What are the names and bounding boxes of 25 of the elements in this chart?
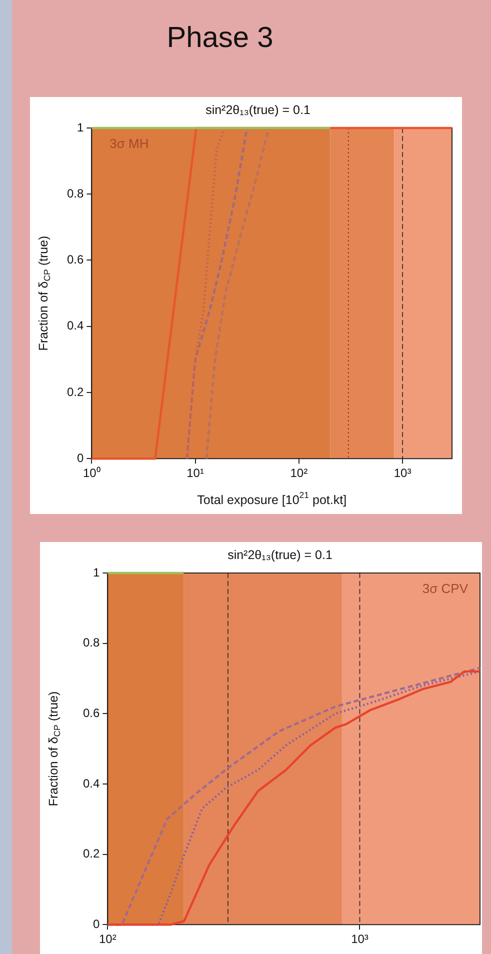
y-tick-label: 0 bbox=[76, 450, 84, 465]
y-tick-label: 1 bbox=[76, 120, 84, 134]
x-tick-label: 10³ bbox=[394, 466, 412, 480]
y-tick-label: 0 bbox=[92, 916, 100, 931]
annotation: 3σ MH bbox=[110, 136, 149, 152]
x-tick-label: 10² bbox=[99, 932, 116, 946]
y-axis-title: Fraction of δCP (true) bbox=[46, 691, 62, 806]
y-axis-title: Fraction of δCP (true) bbox=[36, 236, 52, 351]
chart-subtitle: sin²2θ₁₃(true) = 0.1 bbox=[206, 102, 310, 117]
x-tick-label: 10⁰ bbox=[83, 466, 100, 480]
y-tick-label: 0.4 bbox=[82, 776, 100, 790]
y-tick-label: 0.4 bbox=[66, 318, 84, 333]
y-tick-label: 0.6 bbox=[66, 252, 84, 267]
y-tick-label: 0.2 bbox=[66, 384, 84, 399]
chart-title: sin²2θ₁₃(true) = 0.1 bbox=[228, 548, 332, 562]
y-tick-label: 0.8 bbox=[82, 636, 100, 650]
chart-title: Phase 3 bbox=[166, 22, 274, 55]
y-tick-label: 0.6 bbox=[82, 706, 100, 720]
y-tick-label: 0.8 bbox=[66, 186, 84, 200]
x-tick-label: 10³ bbox=[351, 932, 368, 946]
y-tick-label: 1 bbox=[92, 565, 100, 580]
x-tick-label: 10¹ bbox=[186, 466, 204, 480]
y-tick-label: 0.2 bbox=[82, 846, 100, 861]
annotation: 3σ CPV bbox=[422, 581, 468, 596]
x-tick-label: 10² bbox=[290, 466, 308, 480]
